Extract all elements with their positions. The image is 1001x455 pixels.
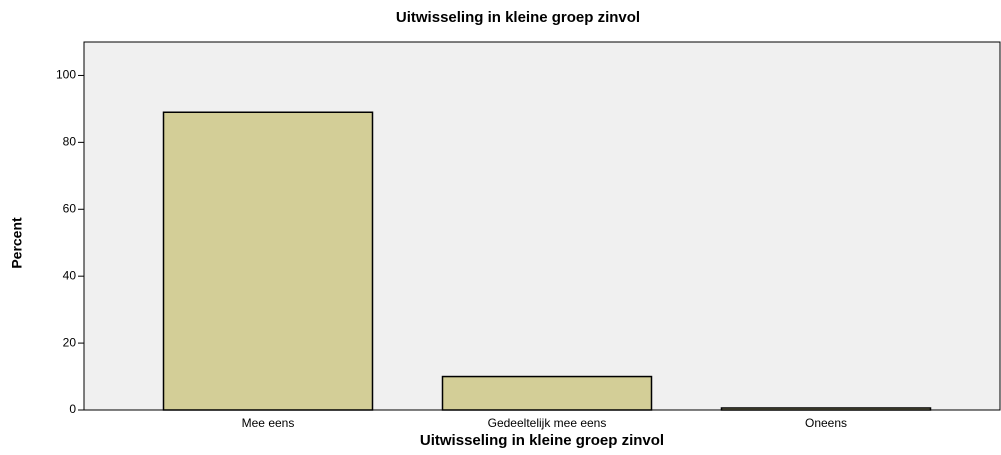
y-axis-title: Percent (9, 217, 25, 269)
x-tick-label: Gedeeltelijk mee eens (488, 416, 607, 430)
y-tick-label: 100 (56, 68, 76, 82)
y-tick-label: 20 (63, 335, 77, 349)
x-tick-label: Oneens (805, 416, 847, 430)
x-axis-title: Uitwisseling in kleine groep zinvol (420, 432, 664, 449)
y-tick-label: 80 (63, 135, 77, 149)
bar (441, 375, 653, 411)
y-tick-label: 0 (69, 402, 76, 416)
chart-title: Uitwisseling in kleine groep zinvol (396, 9, 640, 26)
y-tick-label: 60 (63, 201, 77, 215)
y-tick-label: 40 (63, 268, 77, 282)
x-tick-label: Mee eens (242, 416, 295, 430)
bar (162, 111, 374, 411)
bar (720, 407, 932, 411)
